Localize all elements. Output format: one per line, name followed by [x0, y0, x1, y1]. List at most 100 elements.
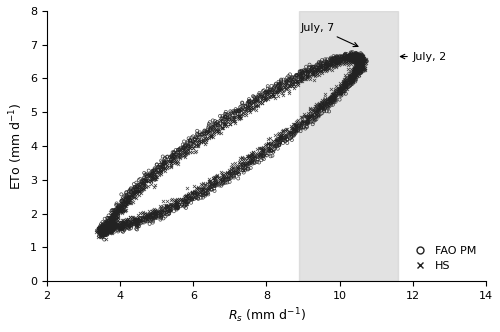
Point — [236, 161, 244, 167]
Point — [246, 102, 254, 108]
Point — [357, 61, 365, 66]
Point — [327, 95, 335, 100]
Point — [158, 172, 166, 177]
Point — [354, 54, 362, 59]
Point — [104, 223, 112, 229]
Point — [110, 213, 118, 218]
Point — [354, 69, 362, 74]
Point — [258, 100, 266, 106]
Point — [160, 211, 168, 216]
Point — [121, 207, 129, 212]
Point — [102, 225, 110, 230]
Point — [112, 225, 120, 230]
Point — [178, 147, 186, 152]
Point — [99, 230, 107, 235]
Point — [239, 168, 247, 173]
Point — [352, 52, 360, 58]
Y-axis label: ETo (mm d$^{-1}$): ETo (mm d$^{-1}$) — [7, 102, 24, 190]
Point — [130, 191, 138, 197]
Point — [116, 224, 124, 229]
Point — [284, 83, 292, 88]
Point — [352, 57, 360, 62]
Point — [200, 136, 207, 141]
Point — [316, 64, 324, 70]
Point — [117, 208, 125, 213]
Point — [124, 197, 132, 202]
Point — [332, 60, 340, 66]
Point — [107, 215, 115, 221]
Point — [352, 56, 360, 61]
Point — [178, 151, 186, 156]
Point — [290, 127, 298, 132]
Point — [102, 226, 110, 231]
Point — [303, 74, 311, 79]
Point — [317, 104, 325, 110]
Point — [144, 213, 152, 219]
Point — [229, 173, 237, 179]
Point — [110, 210, 118, 216]
Point — [353, 53, 361, 58]
Point — [317, 105, 325, 111]
Point — [354, 56, 362, 61]
Point — [106, 228, 114, 233]
Point — [156, 213, 164, 218]
Point — [150, 184, 158, 189]
Point — [314, 108, 322, 113]
Point — [234, 113, 241, 119]
Point — [107, 229, 115, 234]
Point — [270, 93, 278, 98]
Point — [160, 161, 168, 166]
Point — [144, 179, 152, 184]
Point — [102, 224, 110, 230]
Point — [334, 59, 342, 65]
Point — [160, 161, 168, 166]
Point — [218, 181, 226, 187]
Point — [288, 74, 296, 80]
Point — [258, 94, 266, 100]
Point — [204, 188, 212, 193]
Point — [133, 216, 141, 222]
Point — [320, 97, 328, 102]
Point — [102, 224, 110, 230]
Point — [214, 174, 222, 180]
Point — [110, 223, 118, 228]
Point — [358, 68, 366, 73]
Point — [106, 220, 114, 226]
Point — [143, 174, 151, 179]
Point — [345, 53, 353, 59]
Point — [359, 55, 367, 60]
Point — [211, 179, 219, 184]
Point — [354, 54, 362, 60]
Point — [352, 53, 360, 58]
Point — [116, 226, 124, 232]
Point — [162, 161, 170, 166]
Point — [330, 98, 338, 103]
Point — [138, 187, 145, 192]
Point — [244, 153, 252, 158]
Point — [95, 225, 103, 231]
Point — [192, 148, 200, 154]
Point — [139, 181, 147, 186]
Point — [309, 69, 317, 75]
Point — [354, 58, 362, 63]
Point — [115, 208, 123, 213]
Point — [266, 147, 274, 153]
Point — [100, 230, 108, 235]
Point — [112, 211, 120, 216]
Point — [108, 217, 116, 222]
Bar — [300, 11, 398, 281]
Point — [154, 167, 162, 173]
Point — [136, 210, 144, 215]
Point — [130, 190, 138, 195]
Point — [274, 136, 282, 142]
Point — [222, 180, 230, 185]
Point — [176, 150, 184, 156]
Point — [102, 226, 110, 231]
Point — [328, 95, 336, 100]
Point — [202, 191, 210, 196]
Point — [287, 131, 295, 136]
Point — [102, 229, 110, 234]
Point — [325, 102, 333, 108]
Point — [339, 86, 347, 92]
Point — [166, 207, 173, 212]
